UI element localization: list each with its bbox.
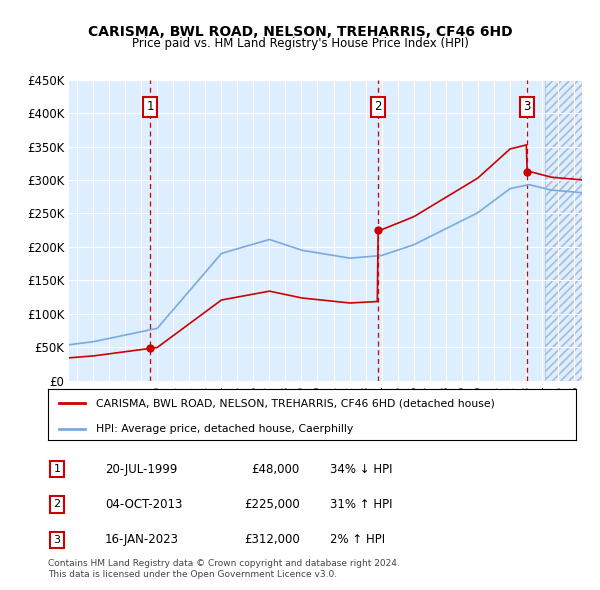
Text: 2: 2 xyxy=(53,500,61,509)
Text: 31% ↑ HPI: 31% ↑ HPI xyxy=(330,498,392,511)
Text: 2% ↑ HPI: 2% ↑ HPI xyxy=(330,533,385,546)
Bar xyxy=(545,80,582,381)
Text: 2: 2 xyxy=(374,100,382,113)
Text: 1: 1 xyxy=(146,100,154,113)
Text: 04-OCT-2013: 04-OCT-2013 xyxy=(105,498,182,511)
Text: Contains HM Land Registry data © Crown copyright and database right 2024.: Contains HM Land Registry data © Crown c… xyxy=(48,559,400,568)
Text: 1: 1 xyxy=(53,464,61,474)
Text: CARISMA, BWL ROAD, NELSON, TREHARRIS, CF46 6HD (detached house): CARISMA, BWL ROAD, NELSON, TREHARRIS, CF… xyxy=(95,398,494,408)
Text: This data is licensed under the Open Government Licence v3.0.: This data is licensed under the Open Gov… xyxy=(48,571,337,579)
Text: 3: 3 xyxy=(523,100,530,113)
Text: CARISMA, BWL ROAD, NELSON, TREHARRIS, CF46 6HD: CARISMA, BWL ROAD, NELSON, TREHARRIS, CF… xyxy=(88,25,512,39)
Text: Price paid vs. HM Land Registry's House Price Index (HPI): Price paid vs. HM Land Registry's House … xyxy=(131,37,469,50)
Text: £48,000: £48,000 xyxy=(252,463,300,476)
Text: 3: 3 xyxy=(53,535,61,545)
Text: 20-JUL-1999: 20-JUL-1999 xyxy=(105,463,178,476)
Text: £312,000: £312,000 xyxy=(244,533,300,546)
Text: 34% ↓ HPI: 34% ↓ HPI xyxy=(330,463,392,476)
Text: HPI: Average price, detached house, Caerphilly: HPI: Average price, detached house, Caer… xyxy=(95,424,353,434)
Text: £225,000: £225,000 xyxy=(244,498,300,511)
Bar xyxy=(545,80,582,381)
Text: 16-JAN-2023: 16-JAN-2023 xyxy=(105,533,179,546)
